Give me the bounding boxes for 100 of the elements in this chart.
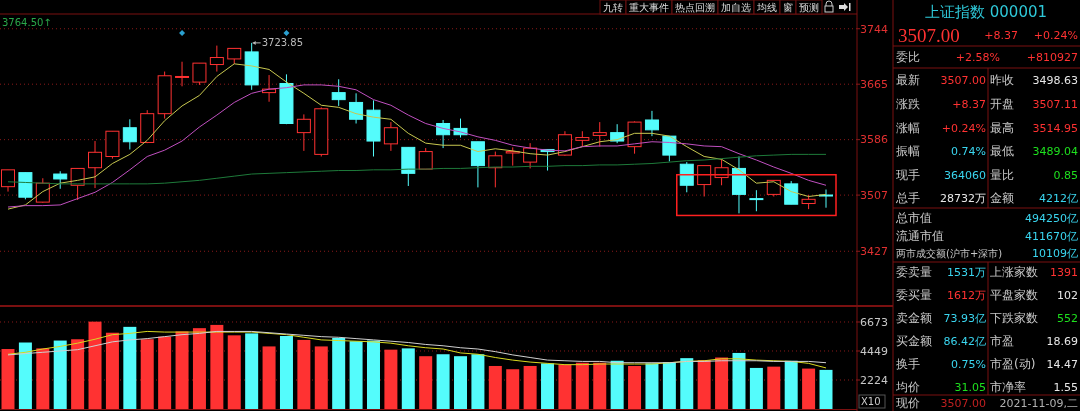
text: 14.47	[1046, 357, 1078, 371]
bar	[401, 348, 415, 409]
text: 102	[1057, 288, 1078, 302]
text: 委卖量	[896, 265, 932, 280]
text: 市盈(动)	[990, 357, 1036, 372]
text: 0.75%	[951, 357, 986, 371]
text: 昨收	[990, 73, 1014, 88]
text: 两市成交额(沪市+深市)	[896, 247, 1003, 259]
text: +8.37	[952, 97, 986, 111]
text: 涨跌	[896, 97, 920, 112]
text: 重大事件	[629, 1, 669, 13]
text: 0.74%	[951, 144, 986, 158]
text: 九转	[603, 1, 623, 13]
text: 现价	[896, 396, 920, 411]
bar	[541, 363, 555, 409]
bar	[575, 362, 589, 409]
text: 委比	[896, 50, 920, 65]
annotation: 3723.85	[261, 37, 304, 49]
text: 3514.95	[1032, 121, 1078, 135]
text: 73.93亿	[943, 311, 986, 325]
text: 均价	[895, 380, 920, 395]
text: 10109亿	[1032, 246, 1078, 260]
bar	[314, 346, 328, 409]
candlestick	[714, 158, 729, 186]
annotation: 3764.50↑	[2, 17, 52, 28]
bar	[593, 362, 607, 409]
bar	[662, 362, 676, 409]
text: 552	[1057, 311, 1078, 325]
text: 平盘家数	[990, 288, 1038, 303]
candlestick	[470, 141, 485, 188]
bar	[732, 352, 746, 409]
bar	[819, 369, 833, 409]
bar	[1, 349, 15, 409]
bar	[697, 360, 711, 409]
candlestick	[557, 130, 572, 157]
text: 均线	[756, 1, 777, 13]
text: 3507.11	[1032, 97, 1078, 111]
text: 1391	[1050, 265, 1078, 279]
text: 加自选	[721, 1, 751, 13]
bar	[767, 366, 781, 409]
bar	[88, 321, 102, 409]
bar	[262, 346, 276, 409]
bar	[18, 342, 32, 409]
candlestick	[644, 110, 659, 137]
candlestick	[349, 92, 364, 124]
bar	[245, 333, 259, 409]
text: 量比	[990, 168, 1014, 183]
text: 总手	[895, 191, 920, 206]
text: 热点回溯	[675, 1, 715, 13]
text: 28732万	[940, 191, 986, 205]
text: +810927	[1026, 50, 1078, 64]
bar	[436, 354, 450, 409]
candlestick	[662, 135, 677, 162]
bar	[680, 358, 694, 409]
bar	[471, 354, 485, 409]
text: 委买量	[896, 288, 932, 303]
text: 0.85	[1053, 168, 1078, 182]
text: 总市值	[895, 211, 932, 226]
candlestick	[784, 180, 799, 205]
text: 开盘	[990, 97, 1014, 112]
text: +2.58%	[955, 50, 1000, 64]
text: 1.55	[1053, 380, 1078, 394]
text: 金额	[990, 191, 1014, 206]
candlestick	[383, 121, 398, 152]
bar	[53, 340, 67, 409]
text: 涨幅	[896, 121, 920, 136]
y-tick-label: 3665	[860, 78, 888, 92]
text: 4212亿	[1039, 191, 1078, 205]
text: 31.05	[954, 380, 986, 394]
bar	[349, 341, 363, 409]
text: 494250亿	[1025, 211, 1078, 225]
candlestick	[175, 61, 190, 87]
text: +8.37	[984, 28, 1018, 42]
candlestick	[679, 161, 694, 193]
text: 卖金额	[896, 311, 932, 326]
candlestick	[331, 78, 346, 107]
y-tick-label: 6673	[860, 315, 888, 329]
text: +0.24%	[941, 121, 986, 135]
y-tick-label: 4449	[860, 344, 888, 358]
candlestick	[192, 62, 207, 86]
text: 预测	[799, 1, 819, 13]
bar	[802, 368, 816, 409]
line-series	[7, 84, 827, 208]
bar	[488, 365, 502, 409]
text: 窗	[783, 1, 793, 13]
bar	[36, 348, 50, 409]
text: 上证指数 000001	[924, 3, 1048, 22]
candlestick	[88, 140, 103, 189]
candlestick	[592, 121, 607, 148]
text: 3507.00	[898, 24, 960, 46]
text: 市净率	[990, 380, 1026, 395]
bar	[158, 336, 172, 409]
text: 换手	[896, 357, 920, 372]
text: +0.24%	[1033, 28, 1078, 42]
bar	[506, 369, 520, 409]
text: 3489.04	[1032, 144, 1078, 158]
bar	[366, 340, 380, 409]
text: 现手	[896, 168, 920, 183]
candlestick	[122, 118, 137, 150]
bar	[297, 339, 311, 409]
